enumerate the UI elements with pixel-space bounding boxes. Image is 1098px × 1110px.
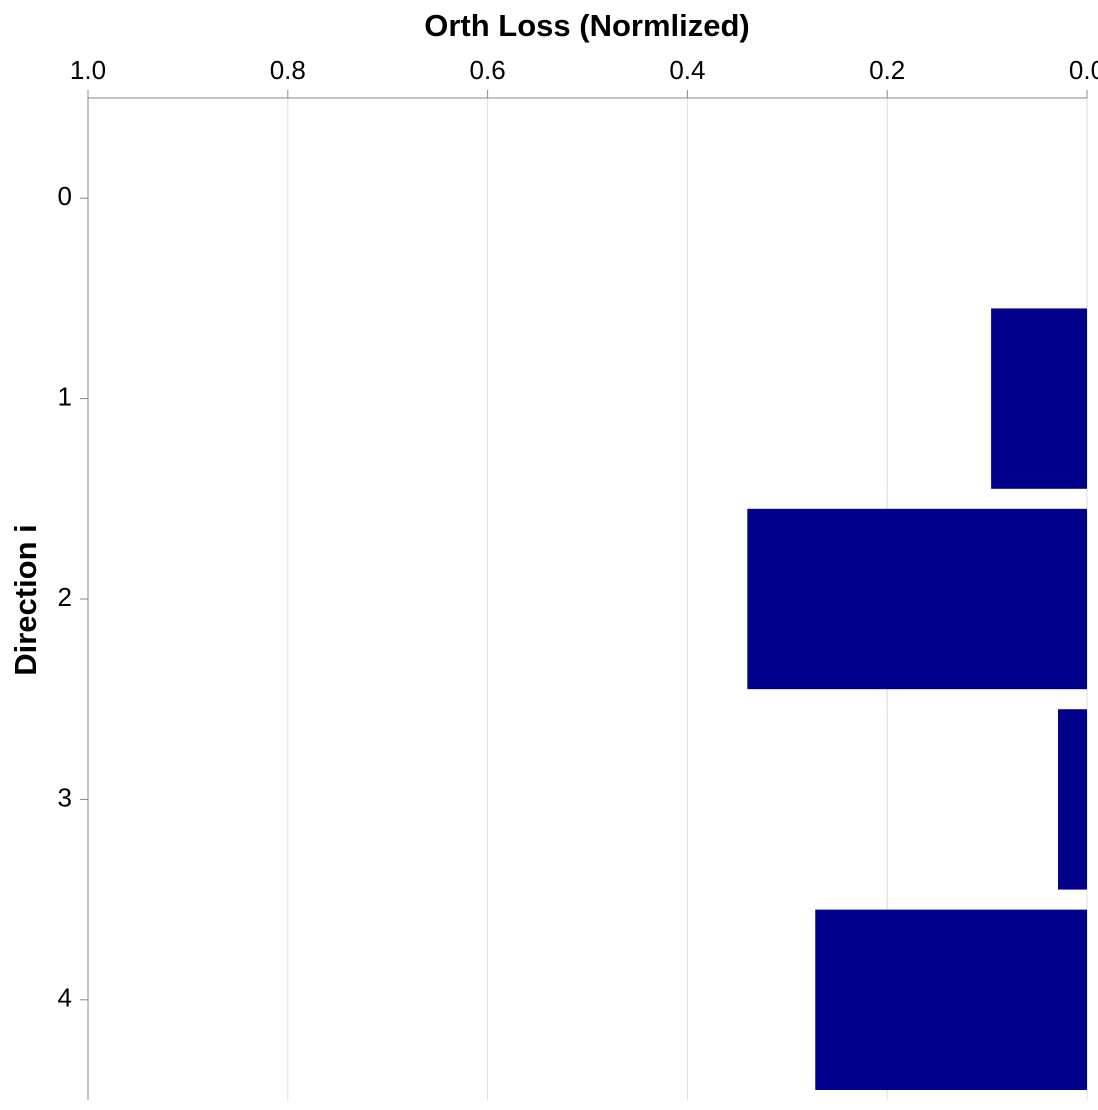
x-tick-label: 1.0 (70, 55, 106, 85)
bar (991, 308, 1087, 489)
x-tick-label: 0.0 (1069, 55, 1098, 85)
y-tick-label: 1 (58, 381, 72, 411)
y-tick-label: 4 (58, 983, 72, 1013)
bar (815, 909, 1087, 1090)
x-tick-label: 0.8 (270, 55, 306, 85)
y-axis-title: Direction i (8, 524, 43, 676)
y-tick-label: 0 (58, 181, 72, 211)
x-axis-title: Orth Loss (Normlized) (424, 8, 750, 43)
bar (1058, 709, 1087, 890)
x-tick-label: 0.4 (669, 55, 705, 85)
bar (747, 508, 1087, 690)
x-tick-label: 0.6 (470, 55, 506, 85)
x-tick-label: 0.2 (869, 55, 905, 85)
y-tick-label: 2 (58, 582, 72, 612)
y-tick-label: 3 (58, 782, 72, 812)
